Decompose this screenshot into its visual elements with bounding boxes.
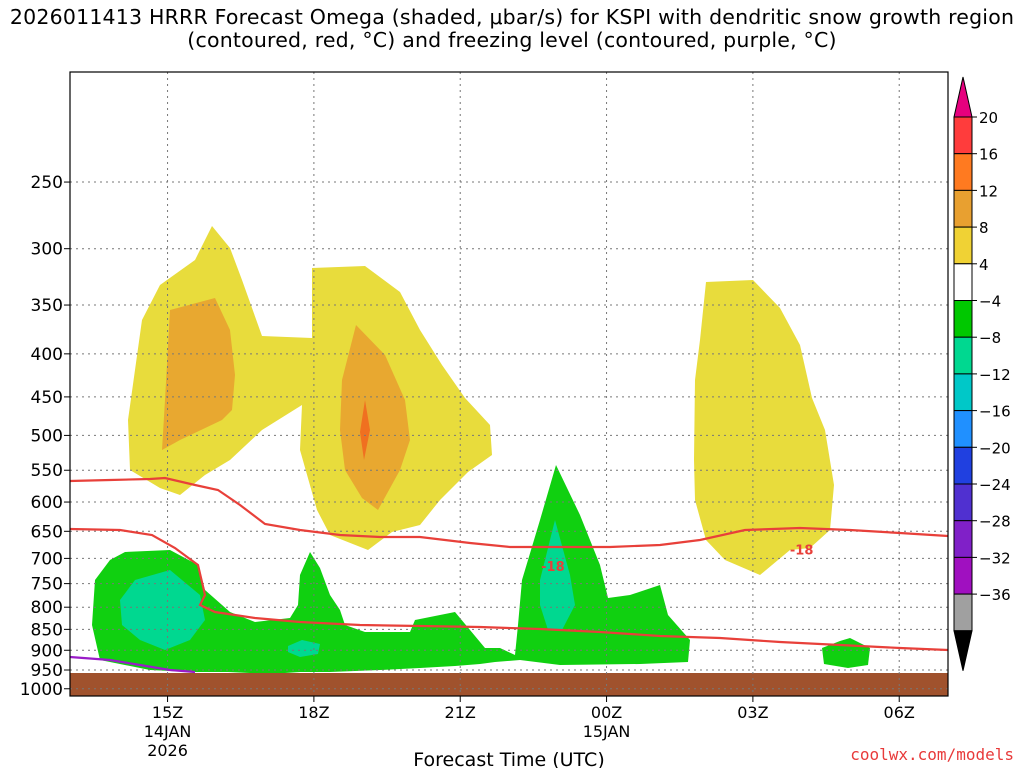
y-tick-label: 400 [31,345,63,365]
y-tick-label: 800 [31,598,63,618]
colorbar-swatch [953,520,973,558]
x-tick-label: 03Z [737,703,768,722]
colorbar-swatch [953,556,973,595]
colorbar-label: 12 [979,182,998,200]
y-tick-label: 500 [31,426,63,446]
colorbar-swatch [953,189,973,228]
dgz-contour-minus18 [69,527,949,652]
x-tick-sublabel: 14JAN [144,722,192,741]
colorbar-swatch [953,116,973,155]
colorbar-label: 8 [979,219,989,237]
colorbar-bottom-arrow [953,630,973,671]
colorbar-label: −20 [979,439,1011,457]
y-tick-label: 650 [31,522,63,542]
plot-border [69,71,949,697]
freezing-level-contour [69,655,196,674]
omega-teal-region-3 [288,640,320,657]
omega-teal-region-1 [120,570,205,650]
colorbar-label: 16 [979,146,998,164]
y-tick-label: 600 [31,493,63,513]
y-tick-label: 750 [31,575,63,595]
y-tick-label: 900 [31,641,63,661]
colorbar-label: −24 [979,476,1011,494]
colorbar-swatch [953,446,973,485]
colorbar-label: −32 [979,549,1011,567]
credit-link[interactable]: coolwx.com/models [850,745,1014,764]
colorbar-swatch [953,153,973,191]
colorbar: 20 16 12 8 4 −4 −8 −12 −16 −20 −24 −28 −32 −36 [953,76,1011,671]
x-tick-label: 00Z [591,703,622,722]
omega-green-region-1 [92,465,690,674]
contour-label: -18 [541,560,565,575]
omega-yellow-region-2 [694,280,834,575]
colorbar-label: −16 [979,403,1011,421]
terrain [70,673,948,696]
y-tick-label: 1000 [20,680,63,700]
omega-tan-region-2 [340,325,410,510]
y-tick-label: 850 [31,620,63,640]
y-tick-label: 250 [31,173,63,193]
colorbar-swatch [953,410,973,448]
x-tick-label: 06Z [884,703,915,722]
y-tick-label: 300 [31,240,63,260]
y-tick-label: 350 [31,296,63,316]
chart-title: 2026011413 HRRR Forecast Omega (shaded, … [9,5,1015,52]
colorbar-swatch [953,373,973,412]
contour-label: -18 [790,543,814,558]
y-tick-label: 450 [31,388,63,408]
colorbar-label: −4 [979,293,1001,311]
colorbar-swatch [953,226,973,265]
x-tick-sublabel: 15JAN [583,722,631,741]
colorbar-top-arrow [953,76,973,118]
colorbar-swatch [953,483,973,522]
y-tick-label: 950 [31,661,63,681]
x-axis-title: Forecast Time (UTC) [413,749,604,768]
colorbar-swatch [953,593,973,632]
y-tick-label: 550 [31,461,63,481]
omega-orange-core [360,400,370,460]
colorbar-label: −12 [979,366,1011,384]
contour-labels: -18 -18 [541,543,814,575]
colorbar-label: −28 [979,513,1011,531]
colorbar-label: −36 [979,586,1011,604]
x-tick-label: 21Z [445,703,476,722]
colorbar-label: −8 [979,329,1001,347]
colorbar-swatch [953,263,973,301]
colorbar-label: 20 [979,109,998,127]
x-tick-sublabel: 2026 [147,741,188,760]
grid [70,72,948,696]
dgz-contour-minus12 [69,476,949,549]
x-tick-label: 15Z [152,703,183,722]
omega-shading [92,226,870,674]
colorbar-swatch [953,300,973,338]
y-axis: 2503003504004505005506006507007508008509… [20,173,70,700]
colorbar-swatch [953,336,973,375]
omega-tan-region-1 [162,298,235,450]
y-tick-label: 700 [31,549,63,569]
colorbar-label: 4 [979,256,989,274]
x-tick-label: 18Z [298,703,329,722]
